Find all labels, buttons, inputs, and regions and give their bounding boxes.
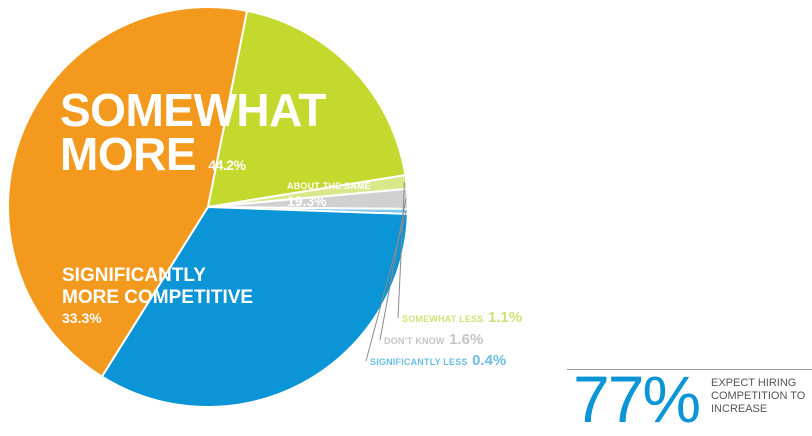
- callout-number: 77%: [573, 362, 701, 436]
- leader-line-significantly-less: [365, 211, 407, 362]
- callout-text: EXPECT HIRING COMPETITION TO INCREASE: [711, 377, 806, 415]
- slice-value-significantly-more: 33.3%: [62, 310, 102, 326]
- pie-slice-significantly-more: [100, 205, 409, 408]
- slice-label-somewhat-more-line2: MORE 44.2%: [60, 131, 326, 187]
- slice-label-about-the-same-text: ABOUT THE SAME: [287, 181, 371, 191]
- slice-value-significantly-less: 0.4%: [472, 352, 507, 369]
- slice-value-somewhat-less: 1.1%: [487, 309, 523, 326]
- slice-label-significantly-more: SIGNIFICANTLY MORE COMPETITIVE 33.3%: [62, 265, 253, 326]
- leader-line-dont-know: [379, 198, 407, 341]
- slice-label-dont-know-text: DON'T KNOW: [384, 336, 445, 346]
- pie-slice-about-the-same: [206, 9, 407, 209]
- slice-label-somewhat-more: SOMEWHAT MORE 44.2%: [60, 84, 327, 187]
- slice-label-dont-know: DON'T KNOW 1.6%: [384, 331, 483, 349]
- slice-label-significantly-less-text: SIGNIFICANTLY LESS: [370, 357, 468, 367]
- leader-line-somewhat-less: [397, 182, 405, 319]
- slice-label-about-the-same: ABOUT THE SAME 19.3%: [287, 181, 371, 209]
- callout-divider: [567, 369, 812, 370]
- slice-value-somewhat-more: 44.2%: [208, 157, 246, 173]
- slice-value-about-the-same: 19.3%: [287, 193, 327, 209]
- slice-label-somewhat-more-line1: SOMEWHAT: [60, 84, 327, 136]
- slice-label-significantly-more-line1: SIGNIFICANTLY: [62, 265, 206, 286]
- slice-value-dont-know: 1.6%: [449, 331, 484, 348]
- slice-label-somewhat-less-text: SOMEWHAT LESS: [402, 314, 484, 324]
- slice-label-somewhat-less: SOMEWHAT LESS 1.1%: [402, 309, 522, 327]
- slice-label-significantly-more-line2: MORE COMPETITIVE: [62, 287, 254, 308]
- slice-label-somewhat-more-line2-text: MORE: [60, 128, 197, 180]
- slice-label-significantly-less: SIGNIFICANTLY LESS 0.4%: [370, 352, 506, 370]
- pie-slice-somewhat-more: [7, 6, 249, 378]
